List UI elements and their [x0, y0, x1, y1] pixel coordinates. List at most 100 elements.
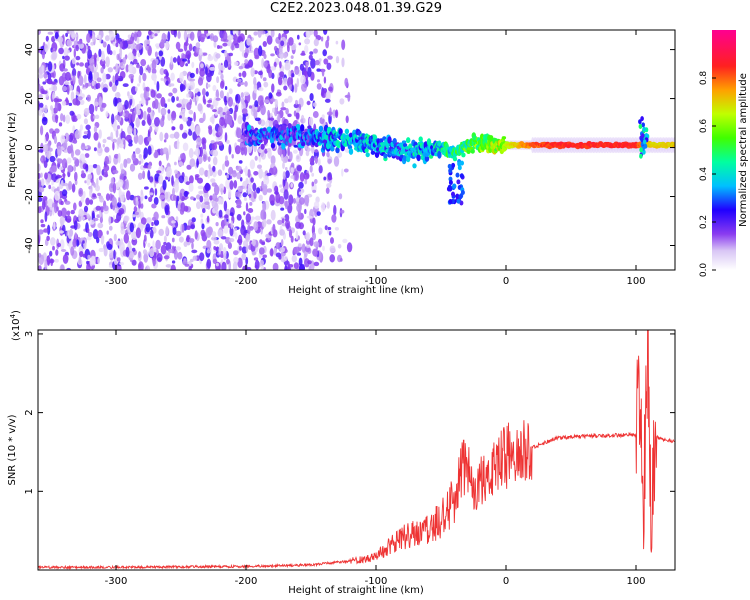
noise-blob: [126, 190, 131, 201]
noise-blob: [220, 38, 225, 42]
noise-blob: [266, 35, 273, 45]
noise-blob: [318, 165, 323, 174]
noise-blob: [54, 31, 59, 40]
noise-blob: [311, 172, 315, 177]
noise-blob: [68, 30, 72, 35]
noise-blob: [211, 236, 217, 241]
noise-blob: [237, 257, 243, 269]
noise-blob: [244, 81, 248, 87]
noise-blob: [275, 192, 281, 204]
noise-blob: [270, 66, 277, 71]
noise-blob: [136, 43, 143, 50]
snr-x-label: Height of straight line (km): [288, 585, 424, 596]
noise-blob: [47, 31, 54, 35]
ridge-tail: [452, 183, 457, 189]
noise-blob: [207, 99, 213, 104]
noise-blob: [56, 158, 63, 164]
noise-blob: [71, 183, 76, 193]
noise-blob: [62, 55, 65, 60]
noise-blob: [171, 110, 177, 121]
noise-blob: [322, 49, 328, 57]
noise-blob: [188, 148, 194, 159]
noise-blob: [61, 34, 65, 45]
noise-blob: [74, 158, 80, 167]
noise-blob: [117, 179, 124, 187]
noise-blob: [346, 242, 353, 253]
noise-blob: [40, 157, 43, 162]
noise-blob: [329, 245, 336, 253]
noise-blob: [238, 65, 244, 70]
snr-line-area: [38, 330, 675, 570]
noise-blob: [212, 149, 219, 157]
noise-blob: [105, 193, 110, 201]
x-tick-label: -300: [105, 576, 128, 587]
noise-blob: [146, 217, 153, 225]
noise-blob: [248, 105, 253, 109]
noise-blob: [138, 251, 141, 259]
noise-blob: [220, 236, 227, 240]
noise-blob: [87, 49, 92, 60]
noise-blob: [236, 172, 241, 180]
noise-blob: [219, 116, 225, 127]
noise-blob: [62, 85, 68, 92]
noise-blob: [322, 245, 325, 251]
noise-blob: [225, 178, 231, 190]
noise-blob: [263, 175, 270, 186]
noise-blob: [312, 217, 316, 226]
noise-blob: [263, 81, 269, 88]
noise-blob: [45, 35, 49, 42]
noise-blob: [152, 257, 156, 267]
noise-blob: [283, 77, 288, 83]
noise-blob: [311, 181, 315, 187]
ridge-mark: [246, 124, 252, 132]
noise-blob: [58, 230, 64, 234]
noise-blob: [171, 220, 176, 224]
noise-blob: [89, 188, 92, 198]
ridge-mark: [318, 125, 324, 132]
noise-blob: [140, 203, 144, 209]
noise-blob: [109, 81, 113, 87]
noise-blob: [67, 164, 73, 173]
noise-blob: [327, 55, 333, 60]
noise-blob: [89, 199, 94, 205]
noise-blob: [312, 189, 317, 193]
noise-blob: [238, 41, 245, 52]
figure-title: C2E2.2023.048.01.39.G29: [269, 1, 443, 16]
noise-blob: [158, 50, 164, 57]
noise-blob: [341, 39, 346, 51]
noise-blob: [44, 211, 48, 223]
noise-blob: [189, 238, 195, 243]
noise-blob: [189, 31, 195, 41]
noise-blob: [137, 52, 141, 58]
noise-blob: [226, 110, 231, 115]
noise-blob: [38, 229, 44, 235]
noise-blob: [320, 36, 324, 42]
noise-blob: [117, 152, 121, 164]
noise-blob: [131, 153, 137, 162]
noise-blob: [149, 126, 153, 133]
noise-blob: [284, 98, 289, 104]
noise-blob: [335, 40, 339, 45]
noise-blob: [44, 172, 48, 180]
noise-blob: [52, 206, 55, 216]
noise-blob: [175, 216, 179, 222]
noise-blob: [94, 101, 99, 107]
noise-blob: [293, 262, 299, 270]
noise-blob: [238, 72, 242, 77]
noise-blob: [125, 179, 129, 190]
noise-blob: [139, 100, 142, 105]
noise-blob: [96, 57, 100, 62]
noise-blob: [101, 52, 105, 62]
noise-blob: [65, 97, 69, 104]
noise-blob: [38, 83, 41, 92]
noise-blob: [183, 30, 188, 42]
noise-blob: [97, 145, 103, 157]
colorbar-tick-label: 0.2: [699, 215, 709, 229]
noise-blob: [96, 82, 101, 89]
noise-blob: [61, 207, 67, 219]
noise-blob: [236, 214, 242, 221]
noise-blob: [331, 214, 337, 223]
noise-blob: [281, 218, 285, 224]
noise-blob: [262, 77, 267, 82]
ridge-tail: [455, 193, 460, 199]
